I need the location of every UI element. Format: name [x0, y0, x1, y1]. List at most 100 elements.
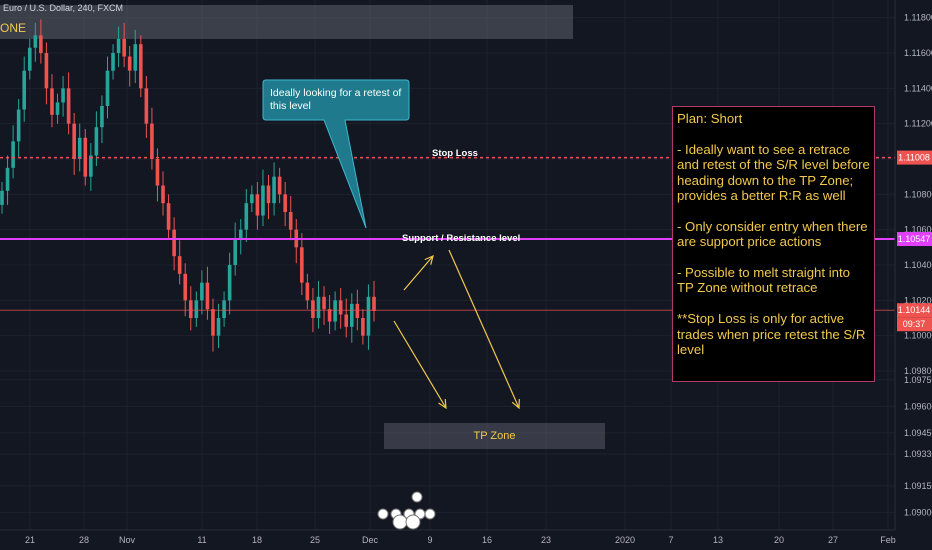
sr-badge-text: 1.10547	[898, 234, 931, 244]
arrow-retrace-head	[424, 254, 434, 265]
candle-body	[233, 238, 237, 265]
x-tick-label: 25	[310, 535, 320, 545]
x-tick-label: 20	[774, 535, 784, 545]
y-tick-label: 1.10000	[904, 331, 932, 341]
y-tick-label: 1.10800	[904, 189, 932, 199]
candle-body	[355, 303, 360, 318]
candle-body	[11, 141, 15, 168]
candle-body	[255, 194, 260, 216]
x-tick-label: 7	[668, 535, 673, 545]
x-tick-label: 18	[252, 535, 262, 545]
projection-arrows	[393, 249, 520, 410]
y-tick-label: 1.09150	[904, 481, 932, 491]
arrow-down-after-retest-head	[511, 398, 520, 410]
candle-body	[250, 194, 254, 204]
candle-body	[133, 44, 138, 71]
candle-body	[16, 109, 21, 142]
candle-body	[166, 203, 171, 230]
y-tick-label: 1.11400	[904, 83, 932, 93]
y-tick-label: 1.09000	[904, 507, 932, 517]
y-tick-label: 1.10400	[904, 260, 932, 270]
candles	[0, 19, 376, 352]
candle-body	[94, 127, 99, 156]
candle-body	[172, 229, 176, 257]
candle-body	[144, 88, 149, 124]
x-tick-label: 13	[713, 535, 723, 545]
stop-loss-badge	[897, 150, 932, 165]
x-tick-label: Dec	[362, 535, 379, 545]
y-tick-label: 1.10600	[904, 225, 932, 235]
arrow-direct-down	[393, 320, 447, 409]
candle-body	[227, 265, 232, 301]
candle-body	[261, 185, 265, 216]
candle-body	[366, 296, 371, 336]
y-tick-label: 1.09750	[904, 375, 932, 385]
candle-body	[194, 300, 199, 318]
trade-plan-note: Plan: Short - Ideally want to see a retr…	[672, 106, 875, 382]
candle-body	[216, 318, 221, 336]
y-tick-label: 1.11600	[904, 48, 932, 58]
current-price-badge-text: 1.10144	[898, 305, 931, 315]
tp-zone-box	[384, 423, 605, 449]
candle-body	[150, 123, 154, 159]
x-tick-label: 27	[828, 535, 838, 545]
candle-body	[283, 194, 287, 212]
stop-loss-label: Stop Loss	[432, 148, 478, 159]
candle-body	[361, 318, 365, 336]
candle-body	[22, 70, 27, 110]
y-tick-label: 1.09600	[904, 401, 932, 411]
candle-body	[77, 137, 82, 159]
candle-body	[89, 155, 93, 177]
candle-body	[33, 35, 38, 48]
candle-body	[238, 229, 243, 239]
y-tick-label: 1.11200	[904, 119, 932, 129]
y-tick-label: 1.09450	[904, 428, 932, 438]
arrow-down-after-retest	[448, 249, 520, 409]
countdown-badge	[897, 317, 932, 332]
candle-body	[222, 300, 226, 318]
candle-body	[300, 247, 304, 283]
candle-body	[66, 88, 71, 124]
candle-body	[122, 38, 126, 57]
candle-body	[205, 282, 210, 310]
tp-zone-label: TP Zone	[473, 430, 516, 442]
candle-body	[39, 35, 43, 53]
candle-body	[305, 282, 310, 301]
sr-level-label: Support / Resistance level	[402, 233, 521, 244]
candle-body	[272, 176, 276, 204]
candle-body	[127, 56, 132, 71]
candle-body	[188, 300, 193, 318]
candle-body	[55, 102, 60, 115]
x-tick-label: 21	[25, 535, 35, 545]
x-tick-label: Nov	[119, 535, 136, 545]
x-tick-label: 2020	[615, 535, 635, 545]
candle-body	[211, 309, 215, 336]
candle-body	[139, 44, 143, 89]
event-markers	[377, 491, 436, 530]
candle-body	[349, 303, 354, 327]
candle-body	[44, 53, 49, 89]
x-tick-label: 9	[427, 535, 432, 545]
candle-body	[50, 88, 54, 115]
time-axis: 21 28 Nov 11 18 25 Dec 9 16 23 2020 7 13 20 27 Feb	[0, 529, 896, 545]
x-tick-label: 23	[541, 535, 551, 545]
callout-text: Ideally looking for a retest of this lev…	[270, 87, 402, 112]
candle-body	[327, 309, 332, 322]
price-axis: 1.118001.116001.114001.112001.110001.108…	[894, 0, 932, 550]
candle-body	[105, 70, 110, 106]
countdown-badge-text: 09:37	[903, 319, 926, 329]
candle-body	[372, 296, 376, 311]
x-tick-label: 28	[79, 535, 89, 545]
candle-body	[266, 185, 271, 204]
candle-body	[244, 203, 249, 230]
candle-body	[100, 106, 104, 128]
candle-body	[0, 190, 4, 205]
candle-body	[111, 53, 115, 71]
candle-body	[27, 47, 32, 71]
candle-body	[322, 296, 326, 310]
candle-body	[61, 88, 65, 103]
top-zone	[0, 5, 573, 39]
x-tick-label: Feb	[880, 535, 896, 545]
y-tick-label: 1.11800	[904, 13, 932, 23]
